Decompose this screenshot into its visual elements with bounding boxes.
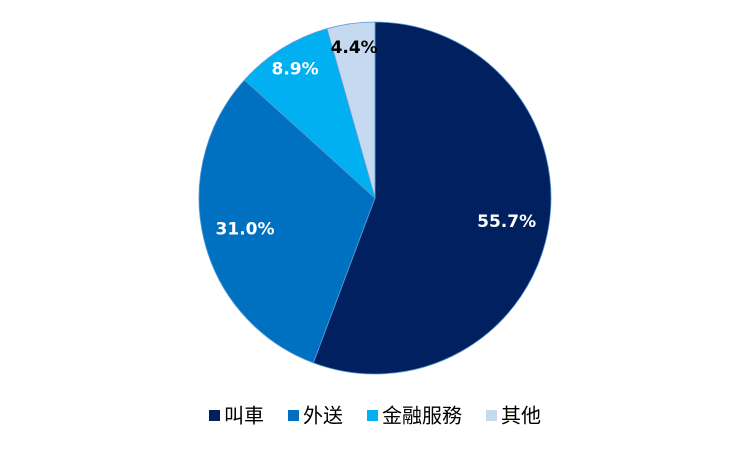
value-label: 31.0% — [216, 220, 275, 240]
value-label: 8.9% — [272, 59, 319, 79]
pie-slice — [326, 21, 376, 199]
legend-marker — [486, 410, 497, 421]
value-label: 55.7% — [477, 212, 536, 232]
legend-marker — [288, 410, 299, 421]
legend-label: 其他 — [501, 404, 541, 428]
legend-label: 金融服務 — [382, 404, 462, 428]
legend-marker — [367, 410, 378, 421]
legend-label: 叫車 — [224, 404, 264, 428]
value-label: 4.4% — [331, 38, 378, 58]
pie-slice — [312, 21, 552, 375]
pie-slice — [243, 28, 376, 200]
legend-label: 外送 — [303, 404, 343, 428]
legend-marker — [209, 410, 220, 421]
pie-slice — [198, 79, 376, 364]
